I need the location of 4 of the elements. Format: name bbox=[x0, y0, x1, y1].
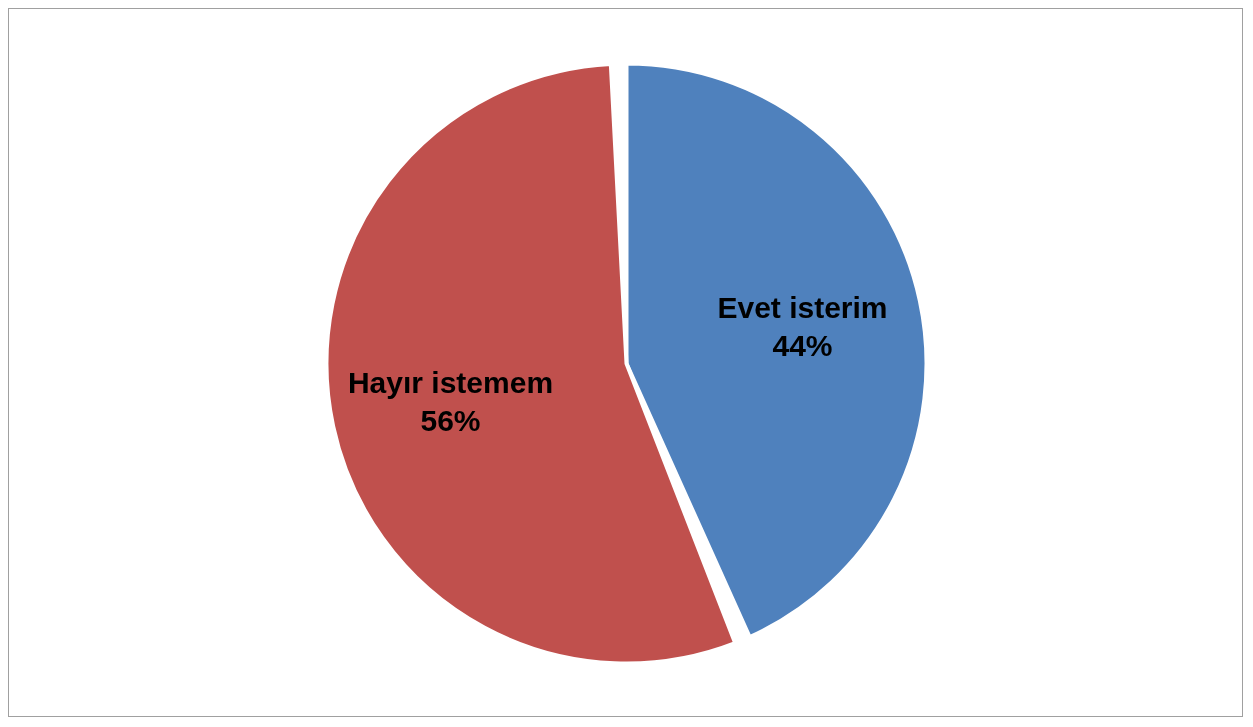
slice-label: Hayır istemem bbox=[347, 366, 554, 400]
data-label: 56% bbox=[420, 404, 481, 438]
slice-label: Evet isterim bbox=[717, 290, 888, 324]
data-label: 44% bbox=[772, 328, 833, 362]
